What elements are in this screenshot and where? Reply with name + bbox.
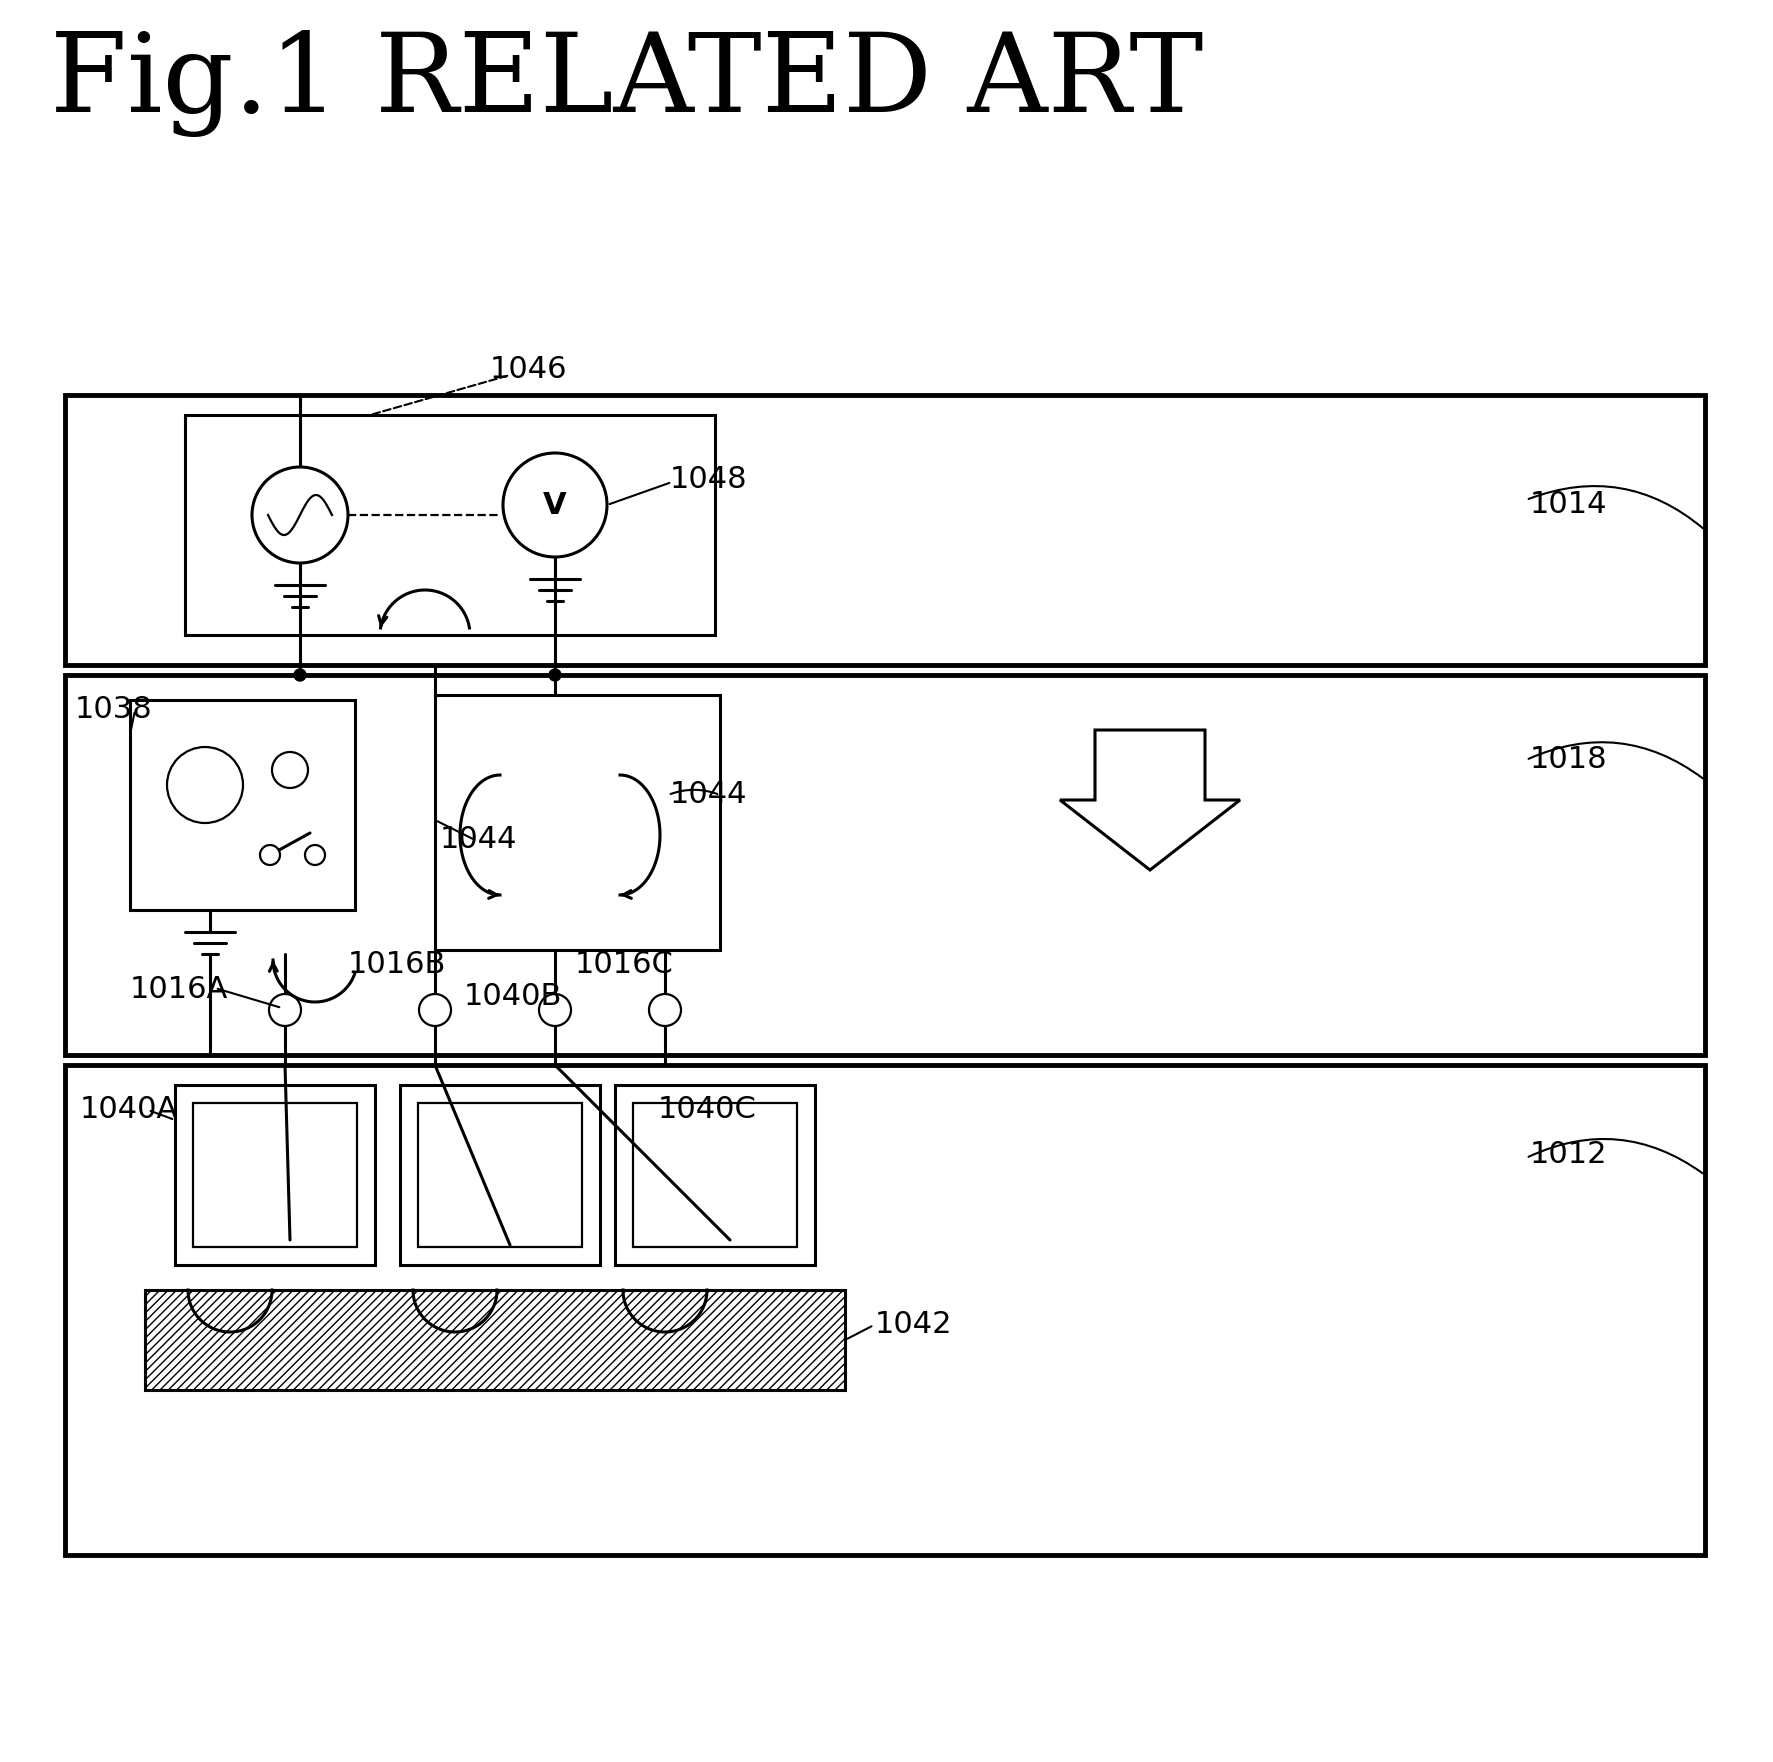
Circle shape (305, 846, 324, 865)
Text: V: V (543, 490, 567, 520)
Circle shape (252, 467, 348, 564)
Bar (145, 1290, 846, 1390)
Polygon shape (1060, 729, 1239, 870)
Text: 1048: 1048 (670, 465, 748, 493)
Bar (66, 1064, 1706, 1556)
Circle shape (649, 994, 681, 1025)
Circle shape (539, 994, 571, 1025)
Bar (418, 1103, 582, 1247)
Circle shape (261, 846, 280, 865)
Bar (66, 675, 1706, 1055)
Text: 1038: 1038 (74, 694, 152, 724)
Text: 1046: 1046 (489, 354, 567, 384)
Circle shape (504, 453, 606, 557)
Circle shape (294, 670, 307, 680)
Text: Fig.1 RELATED ART: Fig.1 RELATED ART (50, 30, 1204, 137)
Text: 1042: 1042 (876, 1309, 952, 1339)
Text: 1016B: 1016B (348, 950, 447, 980)
Bar (176, 1085, 376, 1265)
Bar (66, 395, 1706, 664)
Bar (129, 700, 355, 909)
Text: 1040B: 1040B (465, 981, 562, 1011)
Bar (434, 694, 720, 950)
Circle shape (418, 994, 450, 1025)
Text: 1044: 1044 (670, 781, 748, 809)
Bar (184, 416, 715, 634)
Bar (401, 1085, 599, 1265)
Bar (193, 1103, 356, 1247)
Circle shape (550, 670, 560, 680)
Text: 1014: 1014 (1530, 490, 1608, 520)
Text: 1040A: 1040A (80, 1094, 179, 1124)
Text: 1016C: 1016C (574, 950, 674, 980)
Circle shape (269, 994, 301, 1025)
Text: 1040C: 1040C (658, 1094, 757, 1124)
Circle shape (271, 752, 309, 788)
Text: 1018: 1018 (1530, 745, 1608, 774)
Text: 1012: 1012 (1530, 1140, 1608, 1168)
Bar (615, 1085, 816, 1265)
Text: 1016A: 1016A (129, 974, 229, 1004)
Bar (633, 1103, 798, 1247)
Text: 1044: 1044 (440, 825, 518, 855)
Circle shape (167, 747, 243, 823)
